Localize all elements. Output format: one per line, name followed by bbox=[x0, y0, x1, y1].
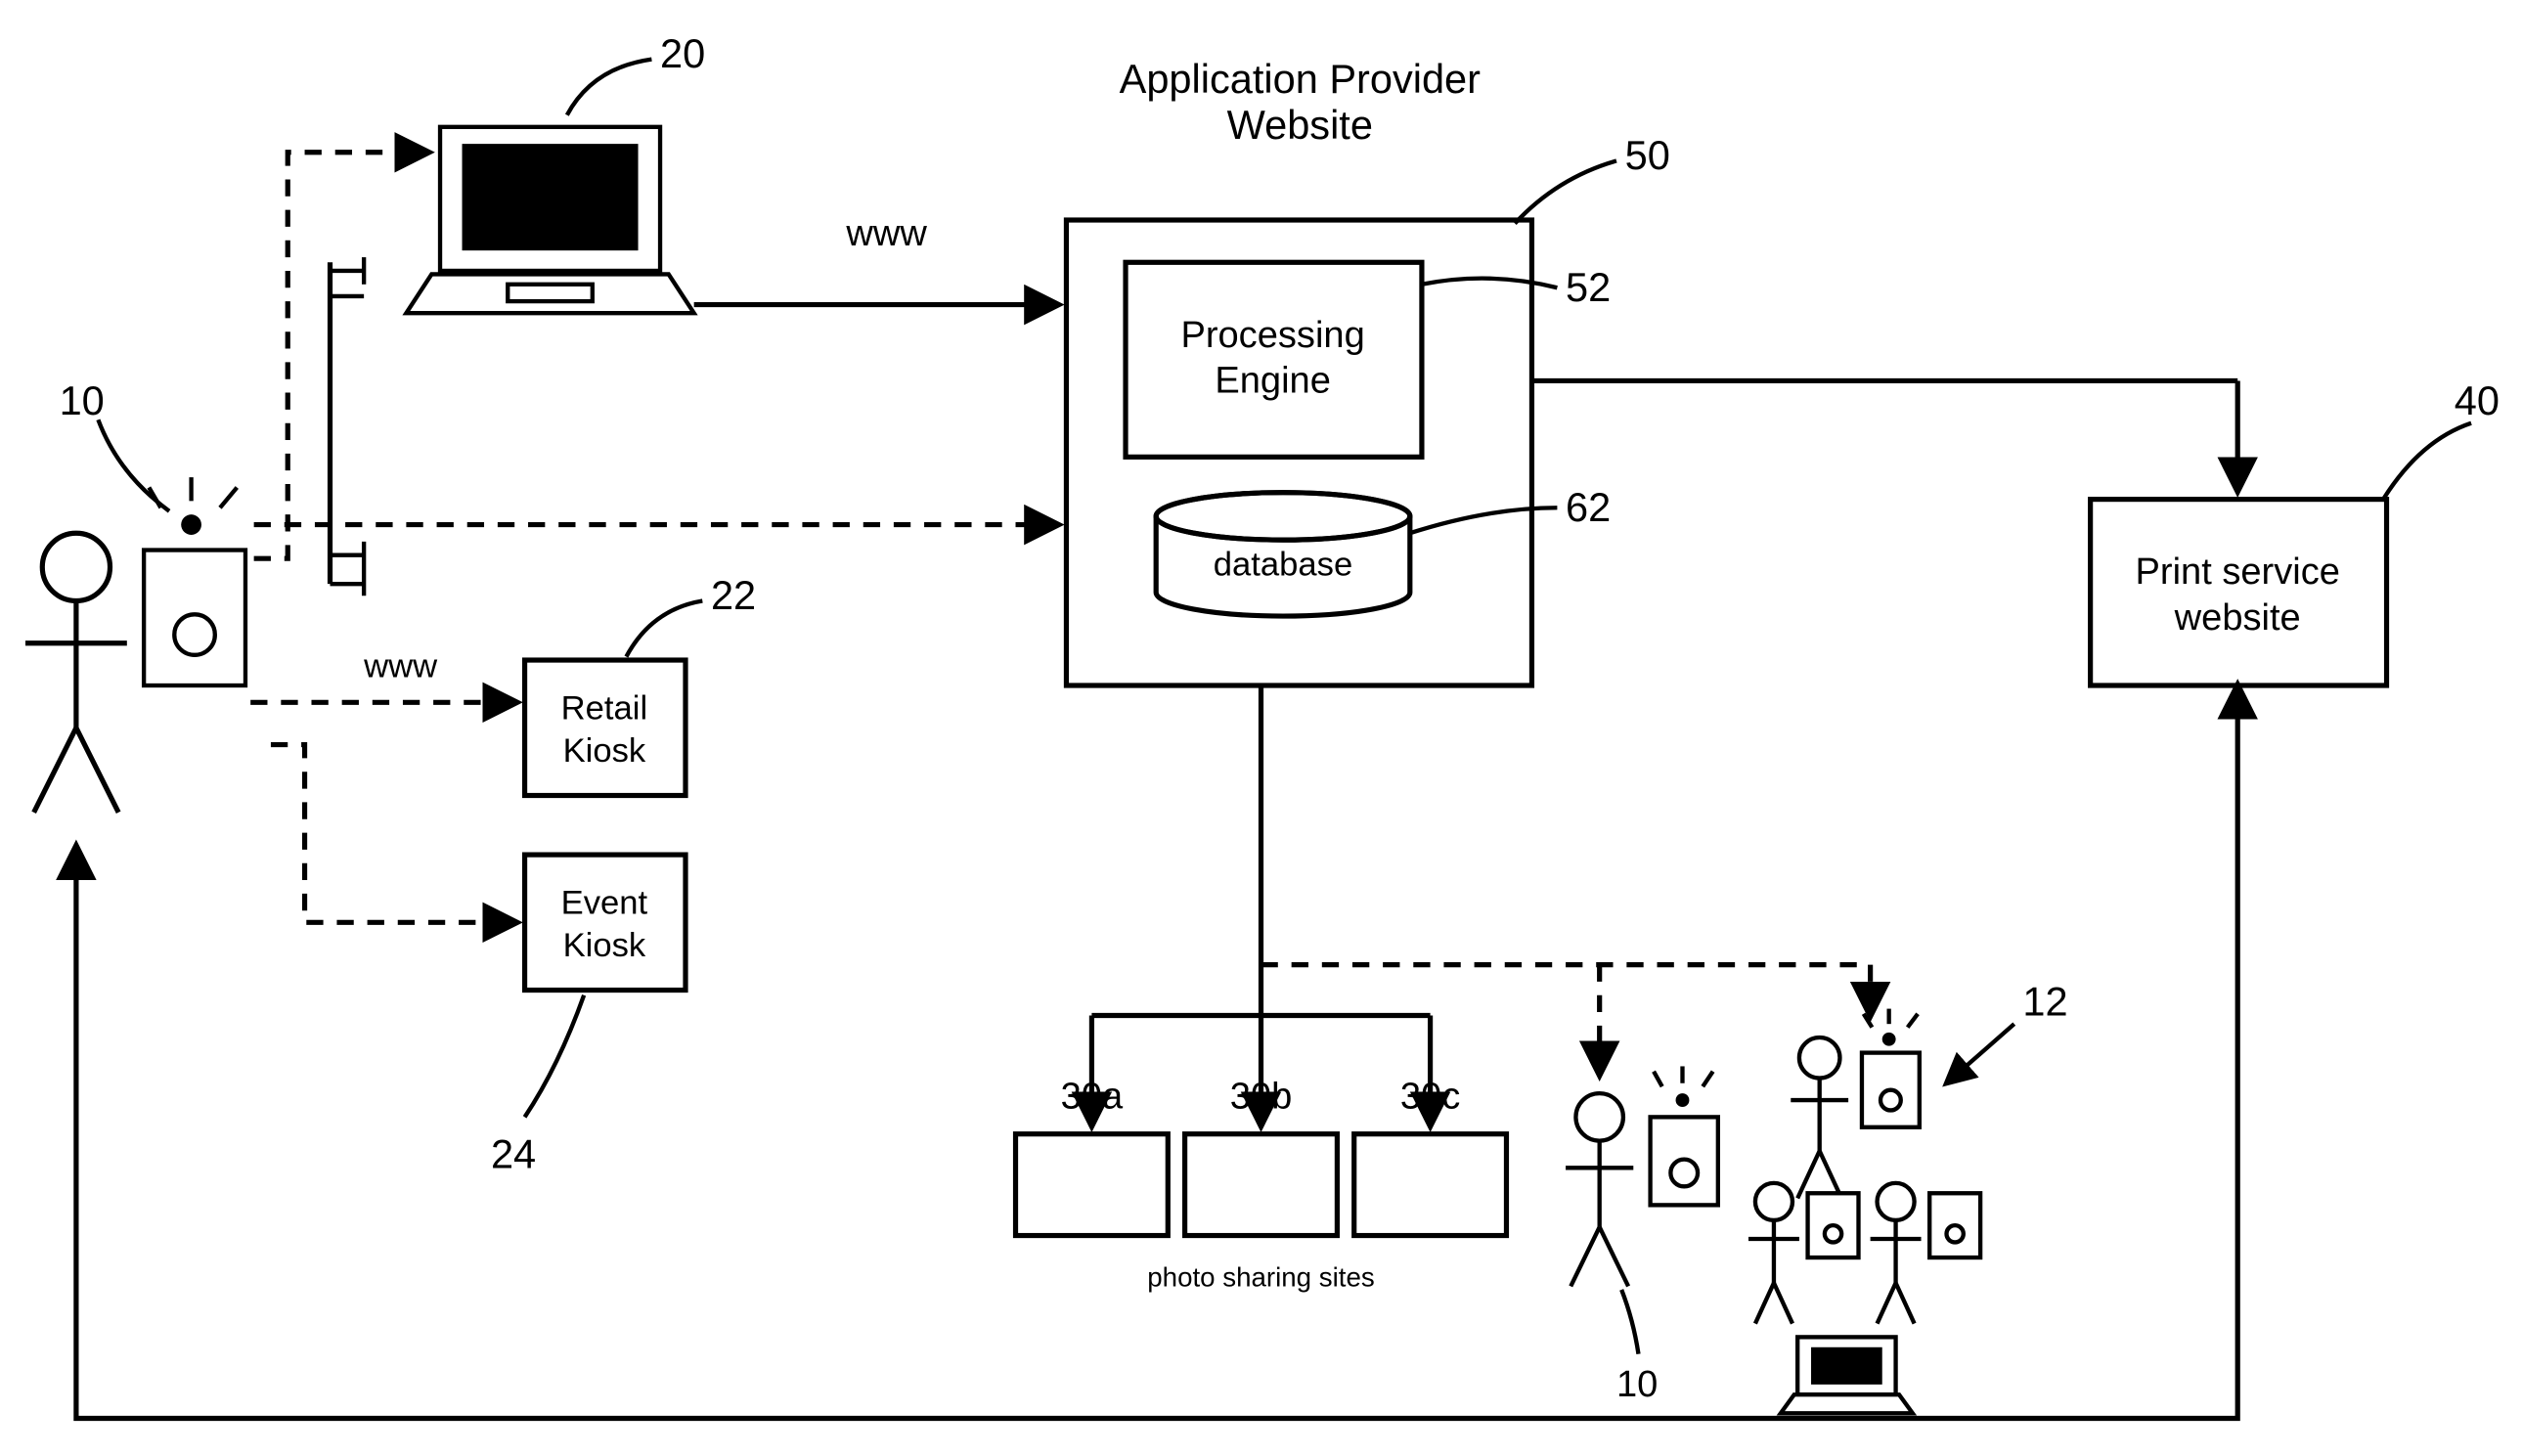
www-label-2: www bbox=[363, 647, 438, 684]
processing-engine-l1: Processing bbox=[1180, 315, 1364, 356]
camera-left bbox=[144, 477, 245, 685]
edge-camera-to-event bbox=[271, 745, 516, 923]
site-30b bbox=[1185, 1134, 1338, 1236]
diagram-canvas: 10 20 Application Provider Website 50 Pr… bbox=[0, 0, 2522, 1456]
title-line1: Application Provider bbox=[1120, 56, 1482, 102]
event-kiosk-l2: Kiosk bbox=[563, 927, 646, 964]
leader-20 bbox=[567, 60, 652, 115]
site-30c bbox=[1354, 1134, 1507, 1236]
camera-right-1 bbox=[1651, 1066, 1718, 1205]
event-kiosk-l1: Event bbox=[561, 885, 648, 922]
user-group-12 bbox=[1748, 1009, 1980, 1414]
leader-12 bbox=[1947, 1024, 2014, 1083]
ref-20: 20 bbox=[660, 30, 705, 76]
ref-52: 52 bbox=[1566, 264, 1611, 310]
retail-kiosk-l1: Retail bbox=[561, 690, 647, 728]
leader-50 bbox=[1515, 160, 1616, 223]
ref-40: 40 bbox=[2455, 377, 2500, 423]
laptop-icon bbox=[406, 127, 693, 313]
leader-40 bbox=[2383, 423, 2471, 500]
processing-engine-l2: Engine bbox=[1215, 361, 1331, 402]
site-30a bbox=[1016, 1134, 1169, 1236]
print-service-l2: website bbox=[2174, 597, 2301, 639]
title-line2: Website bbox=[1227, 102, 1373, 148]
event-kiosk-box bbox=[525, 855, 686, 990]
user-figure-right-1 bbox=[1566, 1093, 1633, 1286]
ref-10b: 10 bbox=[1616, 1364, 1658, 1405]
leader-10a bbox=[98, 419, 169, 510]
leader-10b bbox=[1621, 1290, 1638, 1354]
ref-10a: 10 bbox=[60, 377, 105, 423]
leader-24 bbox=[525, 995, 585, 1118]
database-label: database bbox=[1214, 546, 1352, 583]
edge-camera-to-laptop bbox=[254, 153, 428, 558]
leader-22 bbox=[626, 600, 702, 656]
ref-62: 62 bbox=[1566, 484, 1611, 530]
ref-24: 24 bbox=[491, 1130, 536, 1176]
ref-22: 22 bbox=[711, 572, 756, 618]
www-label-1: www bbox=[845, 213, 927, 254]
print-service-l1: Print service bbox=[2136, 552, 2340, 593]
retail-kiosk-l2: Kiosk bbox=[563, 732, 646, 770]
ref-50: 50 bbox=[1625, 132, 1670, 178]
photo-sharing-label: photo sharing sites bbox=[1147, 1261, 1374, 1292]
wall-plug-icon bbox=[331, 257, 365, 596]
retail-kiosk-box bbox=[525, 660, 686, 795]
ref-12: 12 bbox=[2022, 979, 2067, 1025]
user-figure-left bbox=[25, 533, 127, 813]
